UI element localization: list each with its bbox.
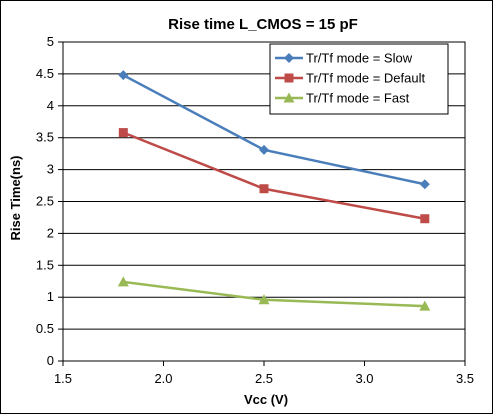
legend-marker	[283, 92, 295, 103]
x-tick-label: 2.5	[255, 371, 273, 386]
x-tick-label: 3.5	[456, 371, 474, 386]
y-tick-label: 4.5	[36, 66, 54, 81]
y-tick-label: 1.5	[36, 257, 54, 272]
x-tick-label: 2.0	[154, 371, 172, 386]
y-tick-label: 3.5	[36, 130, 54, 145]
y-axis-ticks: 0 0.5 1 1.5 2 2.5 3 3.5 4 4.5 5	[36, 34, 63, 368]
data-point	[258, 294, 270, 305]
x-axis-ticks: 1.5 2.0 2.5 3.0 3.5	[54, 361, 474, 386]
y-tick-label: 0	[47, 353, 54, 368]
y-tick-label: 1	[47, 289, 54, 304]
series-layer	[117, 70, 431, 311]
data-point	[118, 128, 128, 138]
x-tick-label: 3.0	[355, 371, 373, 386]
series-3	[117, 276, 431, 311]
series-line	[123, 280, 425, 308]
x-tick-label: 1.5	[54, 371, 72, 386]
series-2	[118, 128, 430, 224]
legend-label: Tr/Tf mode = Fast	[306, 91, 410, 106]
y-tick-label: 4	[47, 98, 54, 113]
y-tick-label: 5	[47, 34, 54, 49]
data-point	[420, 214, 430, 224]
legend-marker	[284, 53, 294, 63]
data-point	[419, 179, 430, 190]
legend-item: Tr/Tf mode = Default	[275, 71, 425, 86]
series-1	[118, 70, 430, 190]
y-tick-label: 2.5	[36, 194, 54, 209]
y-axis-title: Rise Time(ns)	[8, 155, 23, 240]
legend-item: Tr/Tf mode = Slow	[275, 51, 413, 66]
data-point	[259, 144, 269, 155]
legend-items: Tr/Tf mode = Slow Tr/Tf mode = Default Tr/…	[275, 51, 425, 106]
legend-label: Tr/Tf mode = Slow	[306, 51, 413, 66]
data-point	[117, 276, 129, 287]
x-axis-title: Vcc (V)	[244, 392, 288, 407]
y-tick-label: 0.5	[36, 321, 54, 336]
legend-label: Tr/Tf mode = Default	[306, 71, 425, 86]
y-tick-label: 2	[47, 225, 54, 240]
data-point	[419, 300, 431, 311]
y-tick-label: 3	[47, 162, 54, 177]
data-point	[259, 184, 269, 194]
data-point	[118, 70, 129, 81]
legend: Tr/Tf mode = Slow Tr/Tf mode = Default Tr/…	[269, 43, 449, 115]
legend-marker	[284, 73, 294, 83]
legend-item: Tr/Tf mode = Fast	[275, 91, 410, 106]
chart-title: Rise time L_CMOS = 15 pF	[168, 16, 358, 33]
